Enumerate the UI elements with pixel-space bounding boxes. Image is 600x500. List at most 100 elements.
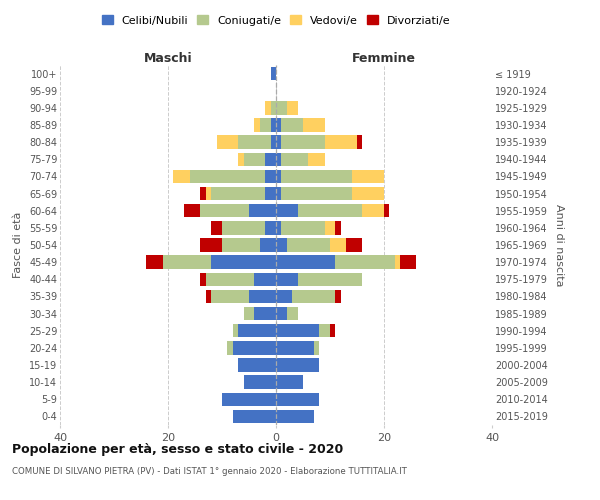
Bar xyxy=(238,358,276,372)
Bar xyxy=(276,187,281,200)
Bar xyxy=(271,101,276,114)
Bar xyxy=(281,221,325,234)
Bar xyxy=(265,101,271,114)
Bar xyxy=(265,187,276,200)
Bar xyxy=(325,221,335,234)
Bar xyxy=(281,187,352,200)
Bar xyxy=(325,136,357,149)
Bar xyxy=(276,324,319,338)
Bar xyxy=(211,290,249,303)
Bar xyxy=(265,152,276,166)
Bar xyxy=(244,376,276,389)
Bar xyxy=(314,341,319,354)
Bar xyxy=(244,152,265,166)
Bar xyxy=(244,307,254,320)
Bar xyxy=(395,256,400,269)
Bar xyxy=(276,341,314,354)
Bar xyxy=(200,187,206,200)
Bar xyxy=(276,358,319,372)
Bar xyxy=(276,118,281,132)
Bar xyxy=(352,170,384,183)
Bar xyxy=(400,256,416,269)
Bar xyxy=(276,256,335,269)
Bar xyxy=(206,290,211,303)
Bar xyxy=(287,238,330,252)
Bar xyxy=(227,341,233,354)
Bar xyxy=(265,221,276,234)
Bar xyxy=(276,272,298,286)
Bar xyxy=(281,136,325,149)
Bar xyxy=(352,187,384,200)
Bar xyxy=(276,101,287,114)
Bar xyxy=(238,136,271,149)
Bar xyxy=(254,307,276,320)
Bar xyxy=(319,324,330,338)
Text: Femmine: Femmine xyxy=(352,52,416,65)
Bar xyxy=(276,307,287,320)
Bar xyxy=(281,152,308,166)
Bar xyxy=(303,118,325,132)
Bar xyxy=(335,290,341,303)
Text: Maschi: Maschi xyxy=(143,52,193,65)
Bar xyxy=(287,101,298,114)
Bar xyxy=(281,170,352,183)
Bar xyxy=(163,256,211,269)
Bar xyxy=(271,118,276,132)
Bar xyxy=(260,118,271,132)
Bar xyxy=(211,256,276,269)
Bar xyxy=(330,324,335,338)
Bar xyxy=(222,238,260,252)
Bar xyxy=(260,238,276,252)
Bar xyxy=(335,221,341,234)
Text: COMUNE DI SILVANO PIETRA (PV) - Dati ISTAT 1° gennaio 2020 - Elaborazione TUTTIT: COMUNE DI SILVANO PIETRA (PV) - Dati IST… xyxy=(12,468,407,476)
Bar xyxy=(254,272,276,286)
Bar xyxy=(362,204,384,218)
Bar xyxy=(298,204,362,218)
Bar xyxy=(233,410,276,423)
Bar xyxy=(146,256,163,269)
Text: Popolazione per età, sesso e stato civile - 2020: Popolazione per età, sesso e stato civil… xyxy=(12,442,343,456)
Legend: Celibi/Nubili, Coniugati/e, Vedovi/e, Divorziati/e: Celibi/Nubili, Coniugati/e, Vedovi/e, Di… xyxy=(100,13,452,28)
Bar xyxy=(249,204,276,218)
Bar xyxy=(308,152,325,166)
Bar xyxy=(233,324,238,338)
Bar xyxy=(281,118,303,132)
Bar xyxy=(298,272,362,286)
Bar xyxy=(330,238,346,252)
Y-axis label: Anni di nascita: Anni di nascita xyxy=(554,204,565,286)
Bar xyxy=(206,272,254,286)
Bar xyxy=(357,136,362,149)
Bar xyxy=(217,136,238,149)
Bar xyxy=(238,324,276,338)
Bar xyxy=(249,290,276,303)
Bar xyxy=(222,221,265,234)
Bar xyxy=(200,238,222,252)
Bar xyxy=(271,136,276,149)
Bar xyxy=(254,118,260,132)
Bar xyxy=(276,392,319,406)
Bar xyxy=(292,290,335,303)
Bar xyxy=(276,136,281,149)
Bar xyxy=(190,170,265,183)
Y-axis label: Fasce di età: Fasce di età xyxy=(13,212,23,278)
Bar xyxy=(276,238,287,252)
Bar xyxy=(200,272,206,286)
Bar xyxy=(287,307,298,320)
Bar xyxy=(276,204,298,218)
Bar xyxy=(271,67,276,80)
Bar xyxy=(222,392,276,406)
Bar xyxy=(335,256,395,269)
Bar xyxy=(238,152,244,166)
Bar xyxy=(211,187,265,200)
Bar xyxy=(346,238,362,252)
Bar xyxy=(276,221,281,234)
Bar xyxy=(184,204,200,218)
Bar xyxy=(276,290,292,303)
Bar xyxy=(276,376,303,389)
Bar xyxy=(265,170,276,183)
Bar xyxy=(173,170,190,183)
Bar xyxy=(206,187,211,200)
Bar xyxy=(276,410,314,423)
Bar xyxy=(276,152,281,166)
Bar xyxy=(233,341,276,354)
